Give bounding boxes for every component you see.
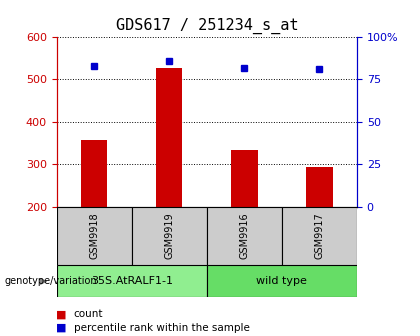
Bar <box>57 265 207 297</box>
Bar <box>57 207 132 265</box>
Text: GSM9919: GSM9919 <box>164 213 174 259</box>
Text: 35S.AtRALF1-1: 35S.AtRALF1-1 <box>91 277 173 286</box>
Bar <box>282 207 357 265</box>
Text: wild type: wild type <box>257 277 307 286</box>
Bar <box>81 140 108 207</box>
Bar <box>231 150 257 207</box>
Bar <box>207 265 357 297</box>
Bar <box>207 207 282 265</box>
Text: genotype/variation: genotype/variation <box>4 277 97 286</box>
Bar <box>156 68 182 207</box>
Bar <box>306 167 333 207</box>
Text: GSM9917: GSM9917 <box>315 213 325 259</box>
Text: GSM9916: GSM9916 <box>239 213 249 259</box>
Text: ■: ■ <box>55 323 66 333</box>
Text: GSM9918: GSM9918 <box>89 213 99 259</box>
Title: GDS617 / 251234_s_at: GDS617 / 251234_s_at <box>116 18 298 34</box>
Text: percentile rank within the sample: percentile rank within the sample <box>74 323 249 333</box>
Text: ■: ■ <box>55 309 66 319</box>
Bar <box>132 207 207 265</box>
Text: count: count <box>74 309 103 319</box>
